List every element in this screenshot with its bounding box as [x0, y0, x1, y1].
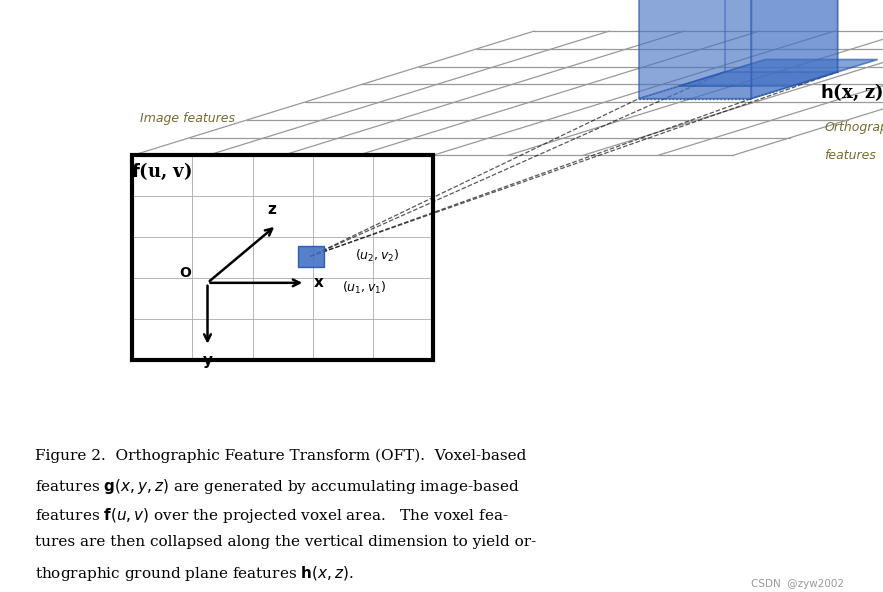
Text: $(u_1, v_1)$: $(u_1, v_1)$	[342, 280, 386, 296]
Polygon shape	[751, 0, 838, 98]
Text: thographic ground plane features $\mathbf{h}(x, z)$.: thographic ground plane features $\mathb…	[35, 564, 354, 583]
Text: x: x	[314, 275, 324, 290]
Polygon shape	[639, 72, 838, 98]
Text: CSDN  @zyw2002: CSDN @zyw2002	[751, 579, 843, 589]
Text: O: O	[180, 266, 192, 280]
Text: $(u_2, v_2)$: $(u_2, v_2)$	[355, 248, 399, 265]
Polygon shape	[725, 0, 838, 72]
Text: tures are then collapsed along the vertical dimension to yield or-: tures are then collapsed along the verti…	[35, 535, 537, 549]
Text: Figure 2.  Orthographic Feature Transform (OFT).  Voxel-based: Figure 2. Orthographic Feature Transform…	[35, 449, 526, 463]
Text: y: y	[202, 353, 213, 368]
Polygon shape	[298, 246, 324, 267]
Polygon shape	[679, 59, 878, 86]
Text: z: z	[268, 202, 276, 217]
Text: $\mathbf{h}$(x, z): $\mathbf{h}$(x, z)	[820, 82, 883, 103]
Text: features $\mathbf{f}(u, v)$ over the projected voxel area.   The voxel fea-: features $\mathbf{f}(u, v)$ over the pro…	[35, 506, 509, 525]
Text: $\mathbf{f}$(u, v): $\mathbf{f}$(u, v)	[132, 161, 192, 182]
Text: features $\mathbf{g}(x, y, z)$ are generated by accumulating image-based: features $\mathbf{g}(x, y, z)$ are gener…	[35, 477, 520, 496]
Text: Image features: Image features	[140, 112, 235, 125]
Text: features: features	[825, 149, 876, 162]
Polygon shape	[639, 0, 725, 98]
Text: Orthographic: Orthographic	[825, 121, 883, 134]
Polygon shape	[639, 0, 751, 98]
